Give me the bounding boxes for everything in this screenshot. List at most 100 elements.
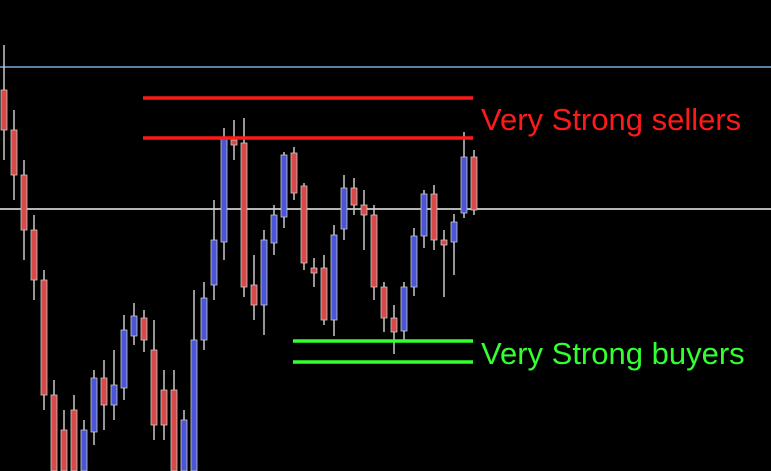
bull-candle-body: [450, 221, 458, 243]
candle: [60, 410, 68, 471]
candle: [280, 152, 288, 228]
bear-candle-body: [20, 174, 28, 231]
candle: [320, 255, 328, 325]
bear-candle-body: [290, 152, 298, 194]
bull-candle-body: [180, 419, 188, 471]
bull-candle-body: [120, 329, 128, 389]
candle: [90, 370, 98, 445]
candle: [200, 282, 208, 350]
candles: [0, 45, 478, 471]
bear-candle-body: [150, 349, 158, 426]
candle: [430, 185, 438, 250]
candle: [300, 183, 308, 270]
bull-candle-body: [410, 235, 418, 288]
candle: [310, 258, 318, 287]
bear-candle-body: [140, 317, 148, 341]
candle: [340, 175, 348, 240]
bear-candle-body: [430, 193, 438, 241]
candle: [400, 282, 408, 340]
candle: [150, 320, 158, 440]
candle: [240, 118, 248, 297]
bear-candle-body: [470, 156, 478, 211]
bull-candle-body: [190, 339, 198, 471]
bull-candle-body: [340, 187, 348, 230]
bear-candle-body: [390, 317, 398, 333]
candle: [360, 190, 368, 250]
candle: [370, 205, 378, 300]
bear-candle-body: [350, 187, 358, 206]
bull-candle-body: [260, 239, 268, 306]
candle: [130, 303, 138, 345]
candle: [250, 255, 258, 320]
bear-candle-body: [170, 389, 178, 471]
bull-candle-body: [90, 377, 98, 433]
candle: [410, 228, 418, 296]
candle: [460, 132, 468, 218]
bear-candle-body: [380, 286, 388, 319]
candle: [330, 225, 338, 336]
sellers-zone-label: Very Strong sellers: [481, 102, 741, 137]
candle: [40, 270, 48, 410]
bear-candle-body: [10, 129, 18, 176]
bear-candle-body: [0, 89, 8, 131]
candle: [30, 215, 38, 300]
candle: [170, 370, 178, 471]
bear-candle-body: [370, 214, 378, 288]
bull-candle-body: [330, 234, 338, 321]
bear-candle-body: [240, 142, 248, 288]
bear-candle-body: [160, 389, 168, 426]
candle: [350, 178, 358, 215]
bear-candle-body: [50, 394, 58, 471]
candle: [120, 315, 128, 400]
candle: [390, 305, 398, 354]
bear-candle-body: [440, 239, 448, 246]
reference-lines: [0, 66, 771, 210]
bear-candle-body: [100, 377, 108, 406]
candle: [190, 290, 198, 471]
bull-candle-body: [400, 286, 408, 332]
candle: [450, 214, 458, 275]
candle: [270, 205, 278, 255]
bear-candle-body: [300, 185, 308, 264]
bull-candle-body: [80, 429, 88, 471]
bull-candle-body: [110, 384, 118, 406]
candle: [160, 370, 168, 440]
bear-candle-body: [230, 139, 238, 146]
bull-candle-body: [130, 315, 138, 337]
candle: [10, 110, 18, 200]
bull-candle-body: [460, 156, 468, 214]
bull-candle-body: [280, 154, 288, 218]
bear-candle-body: [310, 267, 318, 274]
zones: [143, 96, 473, 364]
bear-candle-body: [60, 429, 68, 471]
bull-candle-body: [220, 137, 228, 243]
bear-candle-body: [360, 204, 368, 216]
candle: [420, 190, 428, 248]
candle: [290, 147, 298, 200]
bear-candle-body: [30, 229, 38, 281]
bear-candle-body: [40, 279, 48, 396]
candle: [100, 360, 108, 430]
candle: [440, 230, 448, 297]
candle: [70, 395, 78, 471]
candle: [220, 128, 228, 260]
candle: [180, 410, 188, 471]
candle: [140, 310, 148, 352]
candle: [230, 120, 238, 160]
bull-candle-body: [200, 297, 208, 341]
candle: [470, 150, 478, 215]
bear-candle-body: [250, 284, 258, 306]
candle: [210, 200, 218, 300]
bull-candle-body: [210, 239, 218, 286]
candle: [380, 282, 388, 332]
bear-candle-body: [70, 409, 78, 471]
bull-candle-body: [270, 214, 278, 244]
candle: [80, 420, 88, 471]
bear-candle-body: [320, 267, 328, 321]
candle: [50, 380, 58, 471]
bull-candle-body: [420, 193, 428, 237]
candle: [20, 160, 28, 260]
buyers-zone-label: Very Strong buyers: [481, 336, 745, 371]
